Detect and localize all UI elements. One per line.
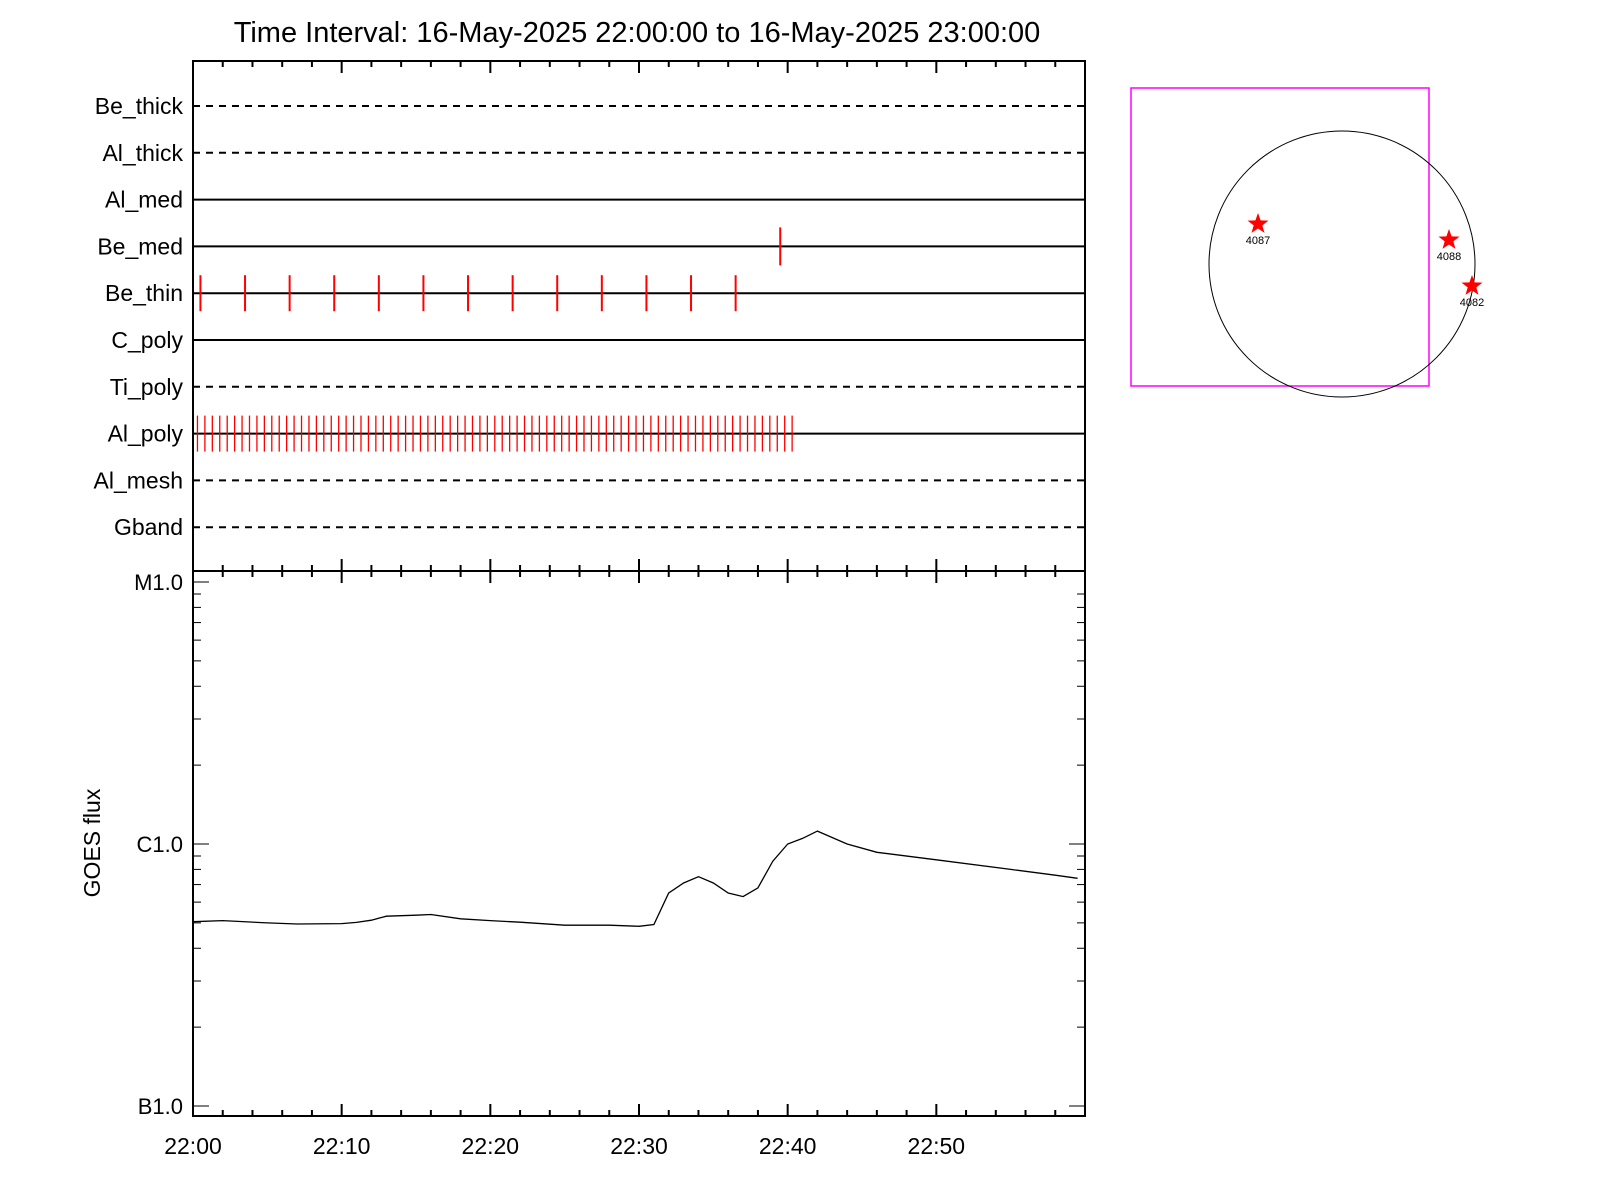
x-tick-label: 22:30 — [610, 1133, 668, 1159]
row-label: Al_med — [105, 187, 183, 213]
x-tick-label: 22:20 — [462, 1133, 520, 1159]
active-region-markers: 4087 4088 4082 — [1246, 213, 1484, 309]
active-region-star — [1438, 229, 1460, 249]
timeline-x-ticks — [192, 61, 1086, 571]
chart-title: Time Interval: 16-May-2025 22:00:00 to 1… — [234, 17, 1041, 49]
active-region-label: 4082 — [1460, 297, 1484, 309]
row-label: Gband — [114, 514, 183, 540]
x-tick-label: 22:10 — [313, 1133, 371, 1159]
row-label: Ti_poly — [110, 374, 184, 400]
goes-axis-ticks: 22:00 22:10 22:20 22:30 22:40 22:50 B1.0 C1.0 M1… — [134, 570, 1086, 1159]
goes-panel: 22:00 22:10 22:20 22:30 22:40 22:50 B1.0 C1.0 M1… — [79, 570, 1086, 1159]
goes-frame — [192, 570, 1086, 1117]
row-label: Al_mesh — [94, 467, 183, 493]
timeline-panel: Be_thick Al_thick Al_med Be_med Be_thin C_pol… — [94, 60, 1086, 572]
row-label: Al_poly — [108, 421, 184, 447]
x-tick-label: 22:00 — [164, 1133, 222, 1159]
row-label: Be_med — [97, 233, 183, 259]
active-region-label: 4087 — [1246, 235, 1270, 247]
goes-y-axis-label: GOES flux — [79, 788, 105, 897]
solar-disk-limb — [1208, 130, 1476, 398]
active-region-star — [1461, 275, 1483, 295]
active-region-star — [1247, 213, 1269, 233]
row-label: C_poly — [111, 327, 183, 353]
x-tick-label: 22:50 — [908, 1133, 966, 1159]
goes-flux-line — [192, 830, 1078, 927]
row-label: Be_thin — [105, 280, 183, 306]
solar-disk-map: 4087 4088 4082 — [1130, 87, 1484, 398]
active-region-label: 4088 — [1437, 251, 1461, 263]
fov-box — [1130, 87, 1430, 387]
row-label: Al_thick — [102, 140, 183, 166]
row-label: Be_thick — [95, 93, 184, 119]
goes-flux-curve — [192, 830, 1078, 927]
timeline-frame — [192, 60, 1086, 572]
y-tick-label: M1.0 — [134, 570, 183, 595]
x-tick-label: 22:40 — [759, 1133, 817, 1159]
y-tick-label: C1.0 — [137, 832, 183, 857]
timeline-rows: Be_thick Al_thick Al_med Be_med Be_thin C_pol… — [94, 93, 1085, 540]
y-tick-label: B1.0 — [138, 1094, 183, 1119]
